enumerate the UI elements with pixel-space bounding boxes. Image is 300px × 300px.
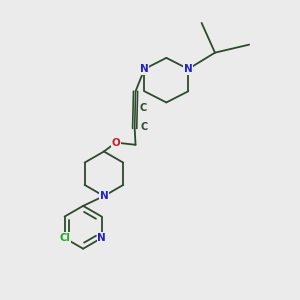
Text: Cl: Cl: [59, 233, 70, 243]
Text: N: N: [184, 64, 193, 74]
Text: N: N: [100, 191, 108, 201]
Text: N: N: [140, 64, 149, 74]
Text: N: N: [97, 233, 106, 243]
Text: O: O: [111, 138, 120, 148]
Text: C: C: [140, 103, 147, 112]
Text: C: C: [140, 122, 148, 132]
